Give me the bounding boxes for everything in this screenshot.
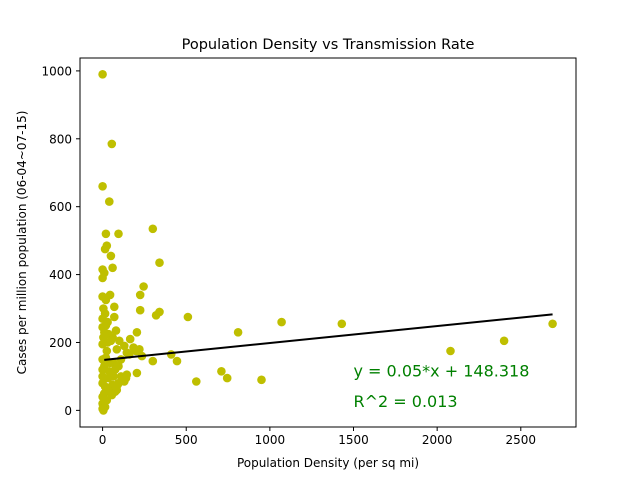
data-point — [109, 372, 118, 381]
data-point — [108, 263, 117, 273]
data-point — [125, 334, 135, 344]
fit-line-layer — [104, 313, 553, 361]
data-point — [499, 336, 509, 346]
x-tick-label: 2000 — [422, 433, 453, 447]
data-point — [132, 368, 142, 378]
annotation-text: R^2 = 0.013 — [354, 392, 458, 411]
x-tick-label: 0 — [99, 433, 107, 447]
data-point — [100, 244, 110, 254]
data-point — [135, 305, 145, 315]
data-point — [112, 385, 122, 395]
data-point — [132, 328, 142, 337]
annotation-text: y = 0.05*x + 148.318 — [354, 361, 530, 380]
data-point — [103, 317, 112, 327]
data-point — [151, 311, 161, 320]
data-point — [120, 341, 129, 351]
data-point — [110, 302, 119, 312]
data-point — [192, 377, 201, 386]
x-tick-label: 1000 — [255, 433, 286, 447]
y-tick-label: 200 — [49, 336, 72, 350]
data-point — [105, 197, 114, 206]
data-point — [114, 229, 123, 239]
data-point — [135, 290, 145, 300]
x-tick-label: 1500 — [338, 433, 369, 447]
data-point — [110, 312, 119, 322]
data-point — [548, 319, 557, 329]
data-point — [98, 355, 107, 364]
data-point — [99, 406, 108, 415]
y-tick-label: 400 — [49, 268, 72, 282]
data-points — [98, 70, 557, 415]
data-point — [233, 328, 243, 337]
data-point — [337, 319, 347, 329]
data-point — [139, 282, 148, 291]
data-point — [98, 273, 107, 283]
data-point — [217, 367, 226, 376]
data-point — [121, 373, 131, 383]
y-axis-label: Cases per million population (06-04~07-1… — [15, 111, 29, 375]
data-point — [98, 182, 107, 191]
x-tick-label: 2500 — [506, 433, 537, 447]
data-point — [106, 251, 116, 261]
data-point — [98, 365, 107, 374]
data-point — [107, 139, 117, 149]
data-point — [98, 70, 107, 79]
data-point — [166, 350, 176, 359]
data-point — [148, 224, 158, 234]
plot-frame — [79, 57, 577, 428]
y-tick-label: 600 — [49, 200, 72, 214]
data-point — [101, 229, 111, 239]
data-point — [101, 295, 111, 305]
regression-line — [104, 313, 553, 361]
data-point — [172, 356, 182, 366]
data-point — [105, 358, 115, 368]
data-point — [131, 346, 141, 356]
y-tick-label: 1000 — [41, 64, 72, 78]
data-point — [98, 339, 107, 349]
data-point — [257, 375, 266, 385]
data-point — [148, 356, 158, 366]
data-point — [100, 328, 109, 337]
data-point — [102, 346, 112, 356]
data-point — [106, 336, 116, 346]
x-axis-label: Population Density (per sq mi) — [237, 456, 419, 470]
x-tick-label: 500 — [175, 433, 198, 447]
data-point — [111, 326, 121, 335]
data-point — [222, 373, 232, 383]
annotations: y = 0.05*x + 148.318 R^2 = 0.013 — [354, 361, 530, 411]
data-point — [183, 312, 193, 322]
data-point — [446, 346, 455, 356]
y-axis-ticks: 0 200 400 600 800 1000 — [41, 64, 80, 418]
chart-title: Population Density vs Transmission Rate — [182, 37, 475, 53]
data-point — [112, 345, 122, 354]
y-tick-label: 800 — [49, 132, 72, 146]
x-axis-ticks: 0 500 1000 1500 2000 2500 — [99, 427, 536, 447]
data-point — [110, 365, 120, 374]
data-point — [155, 258, 164, 268]
data-point — [277, 317, 286, 327]
y-tick-label: 0 — [64, 404, 72, 418]
